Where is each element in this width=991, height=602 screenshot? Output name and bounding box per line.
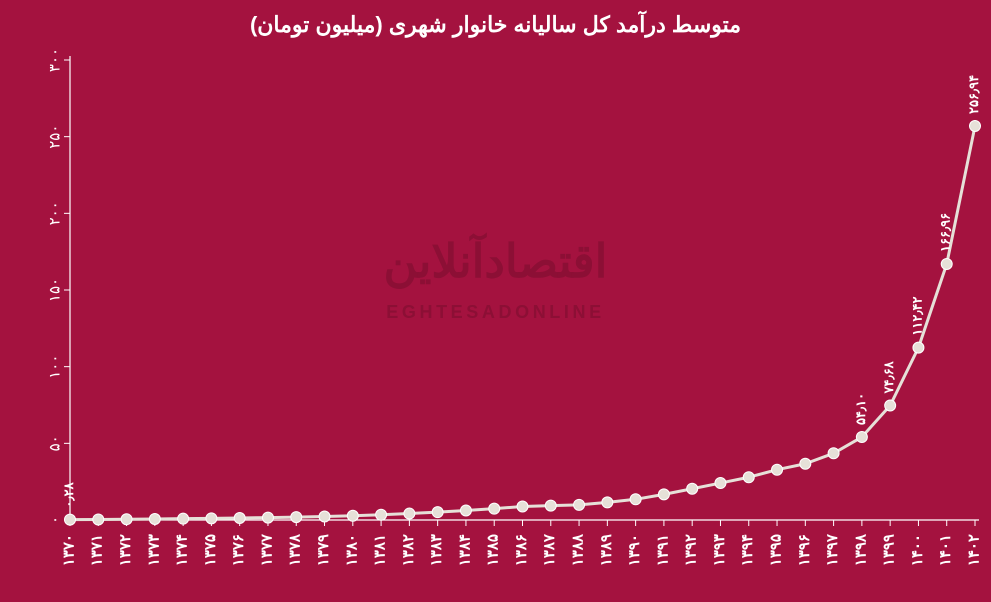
data-label: ۵۴٫۱۰	[853, 393, 868, 425]
data-marker	[432, 507, 443, 518]
data-marker	[347, 510, 358, 521]
data-label: ۲۵۶٫۹۴	[966, 75, 981, 114]
data-marker	[121, 514, 132, 525]
x-tick-label: ۱۴۰۲	[966, 534, 982, 566]
data-marker	[970, 121, 981, 132]
x-tick-label: ۱۳۸۰	[344, 534, 360, 566]
data-marker	[376, 509, 387, 520]
y-tick-label: ۱۵۰	[47, 278, 63, 302]
x-tick-label: ۱۳۷۳	[146, 534, 162, 566]
x-tick-label: ۱۳۷۲	[118, 534, 134, 566]
x-tick-label: ۱۳۸۲	[401, 534, 417, 566]
x-tick-label: ۱۳۹۷	[825, 533, 841, 566]
x-tick-label: ۱۳۸۸	[571, 533, 587, 566]
data-marker	[489, 503, 500, 514]
x-tick-label: ۱۳۸۹	[599, 534, 615, 566]
data-marker	[715, 478, 726, 489]
x-tick-label: ۱۳۹۵	[768, 534, 784, 566]
data-marker	[913, 342, 924, 353]
y-tick-label: ۲۰۰	[47, 201, 63, 225]
data-marker	[800, 458, 811, 469]
data-marker	[941, 258, 952, 269]
x-tick-label: ۱۳۹۳	[712, 534, 728, 566]
line-chart: ۰ ۵۰ ۱۰۰ ۱۵۰ ۲۰۰ ۲۵۰ ۳۰۰ ۱۳۷۰ ۱۳۷۱ ۱۳۷۲ ۱۳۷۳ ۱۳۷۴ ۱۳…	[0, 0, 991, 602]
data-marker	[206, 513, 217, 524]
x-tick-label: ۱۳۷۸	[288, 533, 304, 566]
y-tick-label: ۵۰	[47, 435, 63, 451]
x-tick-label: ۱۳۹۸	[853, 533, 869, 566]
x-tick-label: ۱۳۷۶	[231, 534, 247, 566]
data-marker	[93, 514, 104, 525]
series-line	[70, 126, 975, 520]
y-tick-label: ۳۰۰	[47, 48, 63, 72]
x-tick-label: ۱۳۸۶	[514, 534, 530, 566]
x-tick-label: ۱۳۹۰	[627, 534, 643, 566]
data-label: ۱۶۶٫۹۶	[938, 213, 953, 252]
data-marker	[630, 494, 641, 505]
x-tick-label: ۱۳۷۰	[61, 534, 77, 566]
data-marker	[828, 448, 839, 459]
y-tick-label: ۱۰۰	[47, 355, 63, 379]
x-tick-label: ۱۳۷۱	[90, 534, 106, 566]
data-marker	[149, 514, 160, 525]
data-marker	[574, 499, 585, 510]
data-label: ۰٫۲۸	[61, 481, 76, 507]
data-marker	[517, 501, 528, 512]
x-tick-label: ۱۳۷۹	[316, 534, 332, 566]
chart-container: اقتصادآنلاین EGHTESADONLINE متوسط درآمد …	[0, 0, 991, 602]
data-label: ۷۴٫۶۸	[881, 360, 896, 394]
x-tick-label: ۱۳۹۲	[684, 534, 700, 566]
chart-title: متوسط درآمد کل سالیانه خانوار شهری (میلی…	[0, 12, 991, 38]
x-tick-label: ۱۴۰۱	[938, 534, 954, 566]
data-marker	[743, 472, 754, 483]
data-marker	[234, 512, 245, 523]
data-marker	[885, 400, 896, 411]
data-marker	[178, 513, 189, 524]
data-marker	[602, 497, 613, 508]
data-marker	[65, 514, 76, 525]
x-tick-label: ۱۳۷۵	[203, 534, 219, 566]
data-marker	[262, 512, 273, 523]
x-tick-label: ۱۳۸۱	[373, 534, 389, 566]
data-marker	[687, 483, 698, 494]
data-marker	[856, 432, 867, 443]
x-tick-label: ۱۳۸۵	[486, 534, 502, 566]
data-marker	[658, 489, 669, 500]
data-label: ۱۱۲٫۴۲	[909, 296, 924, 335]
x-tick-label: ۱۳۷۷	[259, 533, 275, 566]
data-marker	[319, 511, 330, 522]
x-tick-label: ۱۳۹۶	[797, 534, 813, 566]
data-marker	[772, 464, 783, 475]
x-tick-label: ۱۳۷۴	[175, 534, 191, 566]
x-tick-label: ۱۳۸۴	[457, 534, 473, 566]
x-tick-label: ۱۳۹۱	[655, 534, 671, 566]
y-tick-label: ۲۵۰	[47, 125, 63, 149]
x-tick-label: ۱۴۰۰	[910, 534, 926, 566]
x-tick-label: ۱۳۸۳	[429, 534, 445, 566]
data-marker	[460, 505, 471, 516]
x-tick-label: ۱۳۸۷	[542, 533, 558, 566]
data-marker	[404, 508, 415, 519]
x-tick-label: ۱۳۹۹	[882, 534, 898, 566]
y-tick-label: ۰	[47, 516, 63, 524]
data-marker	[545, 500, 556, 511]
x-tick-label: ۱۳۹۴	[740, 534, 756, 566]
data-marker	[291, 512, 302, 523]
